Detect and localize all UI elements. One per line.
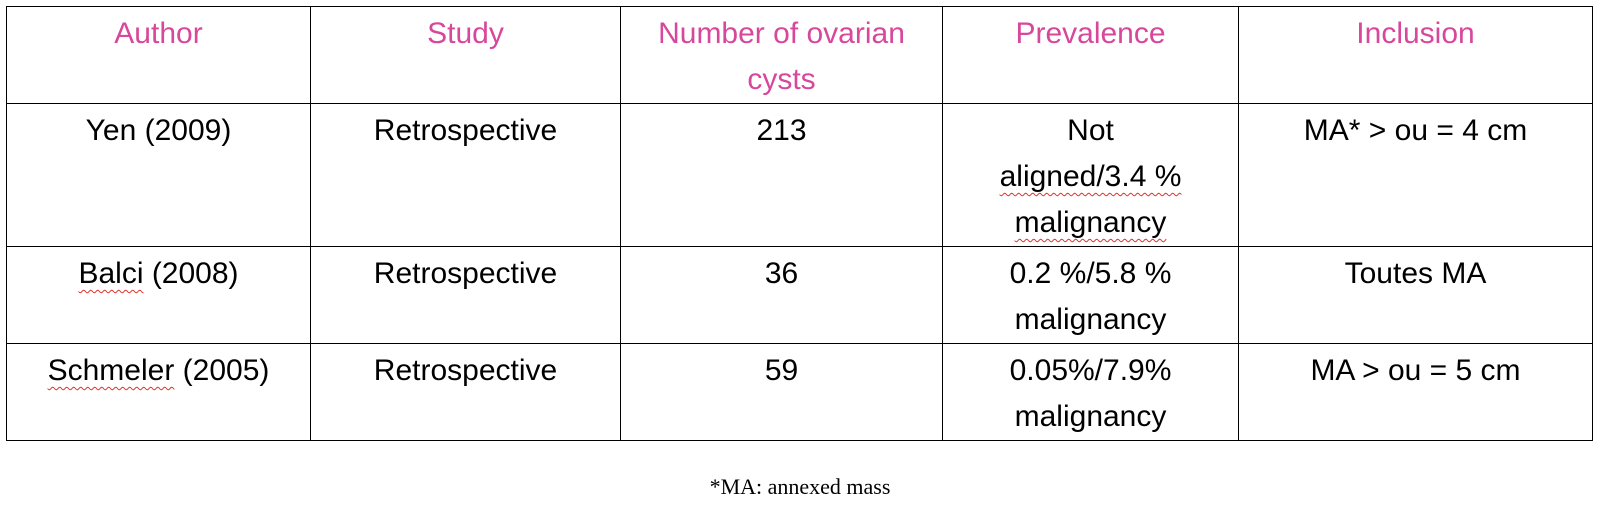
prevalence-line: Not — [1067, 114, 1114, 147]
prevalence-line: malignancy — [949, 200, 1232, 246]
prevalence-line: malignancy — [1014, 400, 1167, 433]
cell-cysts: 213 — [620, 103, 943, 247]
cell-prevalence: Not aligned/3.4 % malignancy — [942, 103, 1239, 247]
header-author: Author — [6, 6, 311, 104]
table-row: Yen (2009) Retrospective 213 Not aligned… — [6, 103, 1593, 247]
spellcheck-word: aligned/3.4 % — [999, 160, 1182, 193]
cell-cysts: 59 — [620, 343, 943, 441]
cell-study: Retrospective — [310, 343, 621, 441]
header-row: Author Study Number of ovarian cysts Pre… — [6, 6, 1593, 104]
cell-author: Yen (2009) — [6, 103, 311, 247]
cell-inclusion: Toutes MA — [1238, 246, 1593, 344]
cell-inclusion: MA* > ou = 4 cm — [1238, 103, 1593, 247]
table-row: Balci (2008) Retrospective 36 0.2 %/5.8 … — [6, 246, 1593, 344]
header-inclusion: Inclusion — [1238, 6, 1593, 104]
prevalence-line: malignancy — [1014, 303, 1167, 336]
header-prevalence: Prevalence — [942, 6, 1239, 104]
cell-cysts: 36 — [620, 246, 943, 344]
table-row: Schmeler (2005) Retrospective 59 0.05%/7… — [6, 343, 1593, 441]
cell-author: Balci (2008) — [6, 246, 311, 344]
prevalence-line: 0.05%/7.9% — [1009, 354, 1172, 387]
spellcheck-word: Schmeler — [47, 354, 175, 387]
spellcheck-word: Balci — [78, 257, 144, 290]
footnote: *MA: annexed mass — [709, 474, 891, 499]
studies-table: Author Study Number of ovarian cysts Pre… — [6, 6, 1593, 441]
cell-prevalence: 0.05%/7.9% malignancy — [942, 343, 1239, 441]
cell-inclusion: MA > ou = 5 cm — [1238, 343, 1593, 441]
author-year: (2005) — [174, 354, 270, 387]
header-study: Study — [310, 6, 621, 104]
spellcheck-word: malignancy — [1014, 206, 1167, 239]
header-number-of-cysts: Number of ovarian cysts — [620, 6, 943, 104]
prevalence-line: 0.2 %/5.8 % — [1009, 257, 1172, 290]
author-year: (2008) — [143, 257, 239, 290]
prevalence-line: aligned/3.4 % — [949, 154, 1232, 200]
cell-study: Retrospective — [310, 246, 621, 344]
cell-prevalence: 0.2 %/5.8 % malignancy — [942, 246, 1239, 344]
cell-author: Schmeler (2005) — [6, 343, 311, 441]
cell-study: Retrospective — [310, 103, 621, 247]
